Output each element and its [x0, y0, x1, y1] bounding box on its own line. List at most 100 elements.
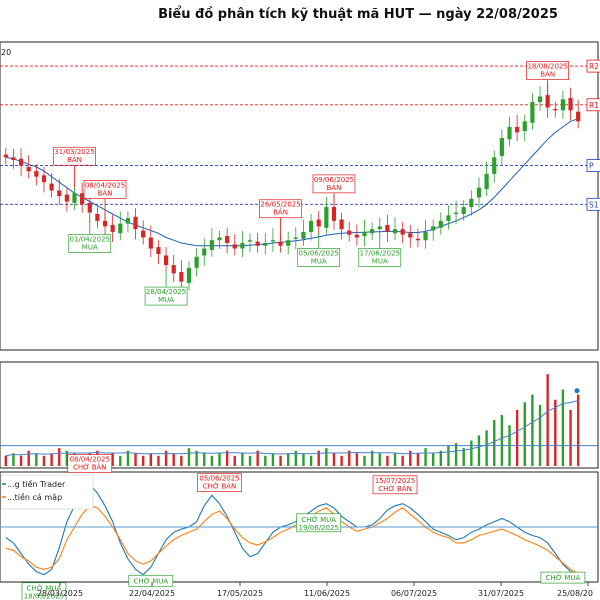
candle-body	[515, 126, 520, 133]
annotation-kind: BÁN	[327, 183, 342, 192]
volume-bar	[42, 455, 46, 466]
candle-body	[308, 220, 314, 232]
candle-body	[278, 241, 283, 246]
candle-body	[57, 190, 62, 196]
x-tick-label: 22/04/2025	[129, 589, 175, 598]
volume-ma-line	[5, 400, 579, 457]
volume-bar	[172, 453, 175, 466]
volume-bar	[294, 450, 298, 466]
candle-body	[293, 237, 298, 239]
volume-bar	[58, 448, 61, 466]
candle-body	[26, 166, 31, 172]
volume-bar	[149, 453, 153, 466]
candle-body	[431, 226, 436, 231]
flow-annotation-kind: CHỜ MUA	[301, 515, 336, 524]
candle-body	[370, 229, 375, 234]
flow-annotation-box	[372, 475, 418, 495]
volume-bar	[241, 453, 244, 466]
volume-bar	[424, 448, 427, 466]
candle-body	[354, 234, 359, 238]
candle-body	[492, 157, 497, 174]
annotation-date: 05/06/2025	[299, 249, 339, 257]
candle-body	[186, 267, 192, 284]
candle-body	[507, 126, 512, 140]
annotation-kind: MUA	[372, 257, 388, 265]
level-tag-box	[586, 197, 600, 211]
volume-bar	[493, 420, 496, 466]
chart-title: Biểu đồ phân tích kỹ thuật mã HUT — ngày…	[158, 6, 558, 22]
volume-bar	[164, 450, 168, 466]
volume-bar	[355, 453, 359, 466]
volume-bar	[248, 455, 252, 466]
volume-bar	[225, 450, 229, 466]
volume-bar	[531, 394, 534, 466]
candle-body	[64, 194, 69, 202]
level-tag-r2: R2	[589, 62, 599, 71]
candle-body	[461, 207, 466, 214]
flow-legend-label: ...tiền cá mập	[7, 492, 62, 503]
candle-body	[499, 137, 504, 156]
volume-bar	[462, 448, 465, 466]
candle-body	[347, 230, 352, 235]
volume-layer	[0, 374, 598, 466]
flow-annotation-kind: CHỜ MUA	[27, 584, 62, 593]
volume-bar	[378, 453, 381, 466]
volume-bar	[195, 450, 198, 466]
candle-body	[163, 255, 169, 266]
candle-body	[286, 240, 291, 246]
volume-bar	[134, 453, 137, 466]
volume-bar	[470, 440, 473, 466]
level-tag-r1: R1	[589, 101, 599, 110]
flow-annotation-date: 08/04/2025	[70, 456, 110, 464]
volume-bar	[393, 453, 397, 466]
candle-body	[110, 225, 115, 232]
volume-bar	[12, 453, 15, 466]
candle-body	[270, 240, 276, 242]
volume-bar	[538, 404, 542, 466]
candle-body	[316, 219, 321, 227]
x-axis: 28/03/2025 22/04/2025 17/05/2025 11/06/2025…	[37, 582, 593, 598]
flow-annotation-kind: CHỜ MUA	[133, 576, 168, 585]
candle-body	[263, 242, 268, 246]
flow-annotation-date: 19/06/2025	[299, 524, 339, 532]
candle-body	[362, 231, 367, 237]
volume-bar	[126, 450, 130, 466]
volume-bar	[409, 450, 412, 466]
volume-bar	[187, 448, 191, 466]
flow-annotation-kind: CHỜ MUA	[546, 573, 581, 582]
volume-bar	[309, 455, 313, 466]
volume-panel-frame	[0, 361, 599, 469]
candle-body	[209, 240, 214, 250]
annotation-date: 31/03/2025	[54, 148, 94, 156]
flow-annotation-box	[128, 574, 174, 587]
volume-bar	[325, 448, 328, 466]
candle-body	[202, 248, 207, 256]
candle-body	[179, 272, 184, 282]
volume-bar	[454, 443, 458, 466]
annotation-date: 01/04/2025	[70, 236, 110, 244]
annotation-date: 28/04/2025	[146, 288, 186, 296]
level-tag-box	[586, 159, 600, 173]
volume-bar	[27, 450, 30, 466]
candle-body	[148, 237, 153, 249]
price-legend-fragment: 20	[1, 48, 11, 57]
volume-bar	[256, 450, 259, 466]
candle-body	[95, 213, 100, 221]
flow-legend-label: ...g tiền Trader	[7, 479, 66, 489]
volume-bar	[569, 409, 572, 466]
volume-bar	[50, 453, 53, 466]
candle-body	[41, 175, 47, 183]
volume-bar	[363, 455, 366, 466]
volume-bar	[317, 450, 320, 466]
candle-body	[324, 207, 329, 228]
level-tag-p: P	[589, 162, 594, 171]
candle-body	[49, 183, 54, 191]
volume-bar	[561, 389, 565, 466]
annotation-kind: BÁN	[67, 155, 82, 164]
volume-bar	[4, 455, 8, 466]
candle-body	[408, 233, 413, 238]
candle-body	[255, 241, 260, 246]
candle-body	[568, 97, 573, 111]
